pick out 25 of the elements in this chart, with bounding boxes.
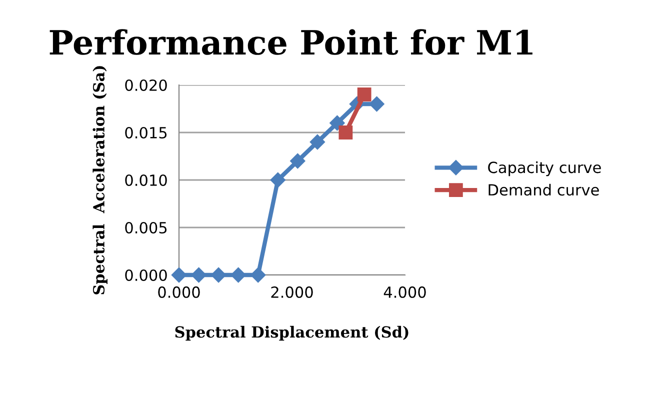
- y-tick-label: 0.000: [125, 269, 167, 282]
- x-tick-label: 2.000: [271, 286, 313, 298]
- legend-label: Demand curve: [488, 184, 599, 196]
- point: [191, 267, 206, 283]
- y-tick-label: 0.015: [125, 126, 167, 139]
- point: [310, 134, 325, 150]
- point: [171, 267, 187, 283]
- y-tick-label: 0.005: [125, 222, 167, 234]
- x-tick-label: 0.000: [158, 286, 200, 298]
- y-tick-label: 0.010: [125, 174, 167, 186]
- x-axis-title: Spectral Displacement (Sd): [175, 326, 408, 341]
- chart-title: Performance Point for M1: [50, 29, 532, 55]
- point: [369, 96, 384, 112]
- point: [357, 88, 372, 102]
- point: [330, 115, 345, 131]
- x-tick-label: 4.000: [384, 286, 426, 298]
- point: [210, 267, 226, 283]
- point: [290, 153, 306, 169]
- point: [250, 267, 266, 283]
- y-tick-label: 0.020: [125, 79, 167, 92]
- y-axis-title: Spectral Acceleration (Sa): [92, 66, 108, 294]
- point: [230, 267, 246, 283]
- point: [338, 126, 353, 140]
- point: [270, 172, 286, 188]
- legend-label: Capacity curve: [488, 161, 601, 176]
